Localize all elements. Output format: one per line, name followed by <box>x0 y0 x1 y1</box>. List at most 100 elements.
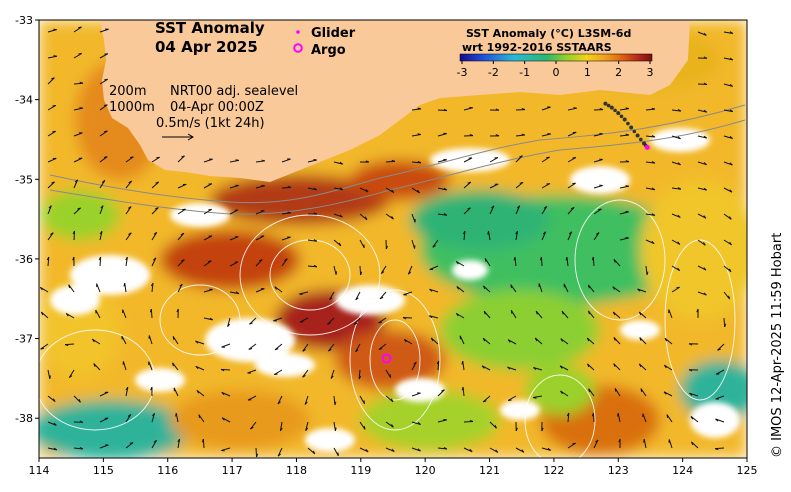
current-vector-head <box>313 264 318 268</box>
current-vector-head <box>651 187 656 191</box>
current-vector-head <box>521 133 526 136</box>
current-vector <box>588 284 595 293</box>
current-vector <box>697 213 707 219</box>
current-vector <box>510 310 517 319</box>
current-vector-head <box>677 241 681 245</box>
current-vector <box>592 256 595 267</box>
current-vector <box>99 391 109 397</box>
current-vector-head <box>261 159 266 162</box>
current-vector-head <box>100 205 104 209</box>
current-vector <box>612 311 621 319</box>
current-vector <box>411 108 421 111</box>
current-vector-head <box>417 133 421 135</box>
current-vector <box>507 366 517 371</box>
current-vector <box>333 265 337 275</box>
current-vector-head <box>355 349 359 353</box>
current-vector <box>227 317 231 327</box>
current-vector <box>99 417 109 423</box>
current-vector <box>281 236 291 241</box>
current-vector <box>229 159 239 163</box>
current-vector-head <box>49 375 51 379</box>
current-vector-head <box>128 180 132 184</box>
current-vector-head <box>98 256 102 261</box>
current-vector <box>567 412 570 423</box>
current-vector-head <box>491 205 495 209</box>
current-vector <box>430 337 439 345</box>
sealevel-label: NRT00 adj. sealevel <box>170 84 298 99</box>
current-vector-head <box>515 230 518 235</box>
current-vector-head <box>612 311 616 316</box>
current-vector-head <box>729 136 733 139</box>
current-vector-head <box>313 158 317 161</box>
current-vector <box>151 257 157 267</box>
datetime-label: 04-Apr 00:00Z <box>170 100 264 115</box>
current-vector-head <box>595 232 600 235</box>
current-vector <box>47 157 57 163</box>
current-vector <box>177 232 185 241</box>
current-vector <box>534 337 543 345</box>
current-vector-head <box>389 374 392 378</box>
glider-track-point <box>626 121 630 126</box>
current-vector-head <box>651 134 656 138</box>
current-vector <box>723 109 733 113</box>
current-vector <box>355 291 361 301</box>
current-vector-head <box>729 216 732 220</box>
current-vector-head <box>277 401 281 405</box>
current-vector <box>567 207 575 215</box>
current-vector-head <box>677 214 681 218</box>
current-vector <box>489 205 495 215</box>
current-vector-head <box>150 386 153 391</box>
current-vector-head <box>513 256 516 261</box>
current-vector <box>47 447 57 451</box>
current-vector <box>255 210 265 215</box>
current-vector <box>122 361 127 371</box>
current-vector <box>411 213 416 223</box>
current-vector-head <box>541 427 544 432</box>
current-vector <box>121 335 127 345</box>
current-vector <box>99 180 106 189</box>
current-vector <box>481 365 491 371</box>
current-vector <box>359 239 365 249</box>
current-vector <box>281 186 292 189</box>
current-vector-head <box>572 442 576 445</box>
current-vector <box>96 283 101 293</box>
current-vector-head <box>72 256 75 261</box>
current-vector <box>358 369 361 380</box>
current-vector-head <box>729 31 734 34</box>
current-vector-head <box>378 321 382 324</box>
current-vector <box>715 369 725 375</box>
current-vector <box>619 237 629 241</box>
current-vector-head <box>364 216 368 220</box>
colorbar-tick-label: 1 <box>584 66 591 79</box>
current-vector-head <box>703 187 708 191</box>
current-vector <box>488 231 491 241</box>
current-vector-head <box>703 135 708 139</box>
current-vector-head <box>484 258 487 262</box>
current-vector <box>177 208 186 215</box>
current-vector <box>566 257 569 267</box>
current-vector-head <box>588 388 591 393</box>
current-vector-head <box>338 242 342 247</box>
current-vector-head <box>715 418 719 422</box>
current-vector-head <box>729 83 733 87</box>
current-vector-head <box>625 133 630 136</box>
current-vector-head <box>728 295 731 300</box>
current-vector-head <box>729 109 734 113</box>
current-vector-head <box>547 447 551 451</box>
current-vector-head <box>250 426 254 430</box>
current-vector-head <box>573 107 577 109</box>
glider-track-point <box>622 117 627 122</box>
current-vector-head <box>494 424 497 429</box>
depth-label-200m: 200m <box>109 84 146 99</box>
current-vector <box>588 310 595 319</box>
current-vector-head <box>417 189 420 194</box>
current-vector-head <box>274 348 279 351</box>
current-vector <box>455 261 465 267</box>
current-vector <box>125 442 134 449</box>
current-vector <box>541 133 551 137</box>
x-axis-ticks: 114 115 116 117 118 119 120 121 122 123 124 125 <box>29 458 758 477</box>
current-vector-head <box>176 308 179 313</box>
current-vector <box>99 78 108 85</box>
current-vector-head <box>177 438 180 443</box>
current-vector <box>99 130 108 137</box>
